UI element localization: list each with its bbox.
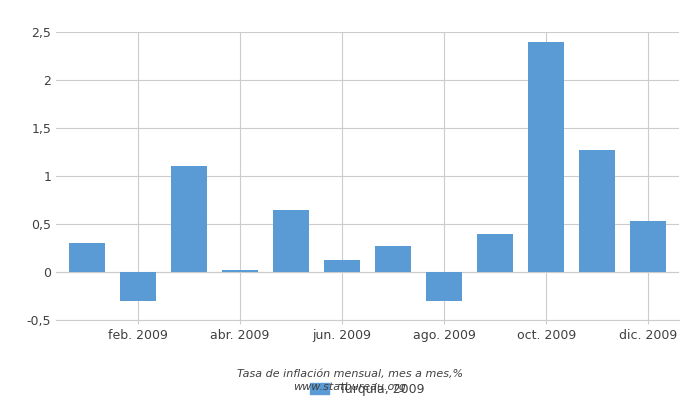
Bar	[120, 272, 155, 301]
Text: www.statbureau.org: www.statbureau.org	[293, 382, 407, 392]
Bar	[375, 246, 411, 272]
Bar	[69, 243, 104, 272]
Bar	[631, 221, 666, 272]
Bar	[528, 42, 564, 272]
Bar	[580, 150, 615, 272]
Bar	[426, 272, 462, 301]
Bar	[324, 260, 360, 272]
Text: Tasa de inflación mensual, mes a mes,%: Tasa de inflación mensual, mes a mes,%	[237, 369, 463, 379]
Bar	[273, 210, 309, 272]
Bar	[222, 270, 258, 272]
Bar	[171, 166, 206, 272]
Bar	[477, 234, 513, 272]
Legend: Turquía, 2009: Turquía, 2009	[305, 378, 430, 400]
